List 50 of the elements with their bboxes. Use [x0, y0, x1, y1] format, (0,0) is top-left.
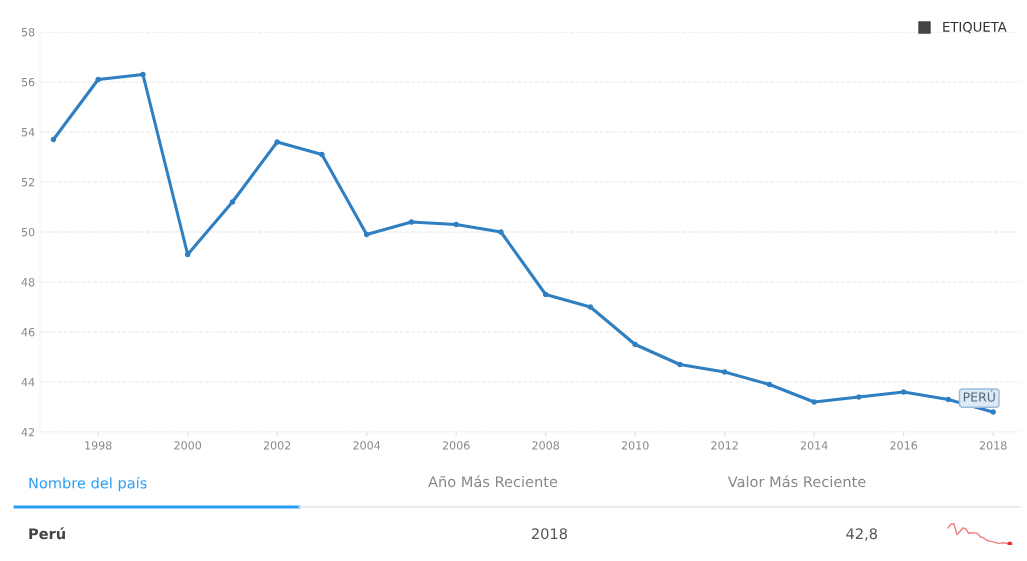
point — [990, 409, 996, 415]
x-tick-label: 2010 — [621, 441, 649, 450]
point — [856, 394, 862, 400]
x-tick-label: 2006 — [442, 441, 470, 450]
text: Nombre del país — [29, 476, 147, 492]
point — [632, 341, 638, 348]
y-tick-label: 44 — [21, 378, 35, 387]
point — [677, 361, 683, 368]
point — [721, 369, 728, 375]
point — [587, 304, 594, 310]
text: Perú — [29, 527, 65, 540]
point — [140, 71, 146, 78]
annotation: ETIQUETA — [943, 21, 1007, 34]
series-label: PERÚ — [963, 390, 995, 402]
x-tick-label: 2004 — [353, 441, 381, 450]
point — [363, 231, 370, 238]
point — [95, 76, 101, 83]
point — [274, 139, 280, 145]
x-tick-label: 2018 — [979, 441, 1007, 450]
x-tick-label: 1998 — [85, 441, 112, 450]
text: 2018 — [531, 528, 567, 540]
x-tick-label: 2008 — [532, 441, 560, 450]
point — [319, 151, 325, 158]
x-tick-label: 2012 — [711, 441, 738, 450]
point — [542, 291, 549, 298]
point — [945, 396, 952, 403]
point — [408, 219, 415, 225]
y-tick-label: 54 — [21, 128, 35, 137]
text: 42,8 — [846, 528, 877, 541]
x-tick-label: 2016 — [890, 441, 918, 450]
y-tick-label: 48 — [21, 277, 35, 287]
text: Valor Más Reciente — [727, 475, 866, 488]
x-tick-label: 2014 — [800, 441, 828, 450]
point — [229, 199, 236, 205]
y-tick-label: 56 — [21, 77, 35, 87]
y-tick-label: 42 — [21, 427, 35, 437]
point — [900, 389, 907, 395]
point — [811, 399, 817, 405]
point — [50, 136, 57, 143]
y-tick-label: 58 — [21, 27, 35, 37]
point — [184, 251, 191, 258]
y-tick-label: 52 — [21, 177, 35, 187]
y-tick-label: 46 — [21, 327, 35, 337]
point — [498, 229, 504, 235]
point — [453, 221, 459, 228]
x-tick-label: 2000 — [174, 441, 202, 450]
y-tick-label: 50 — [21, 227, 35, 237]
x-tick-label: 2002 — [263, 441, 291, 450]
point — [766, 381, 773, 388]
text: Año Más Reciente — [428, 475, 558, 488]
